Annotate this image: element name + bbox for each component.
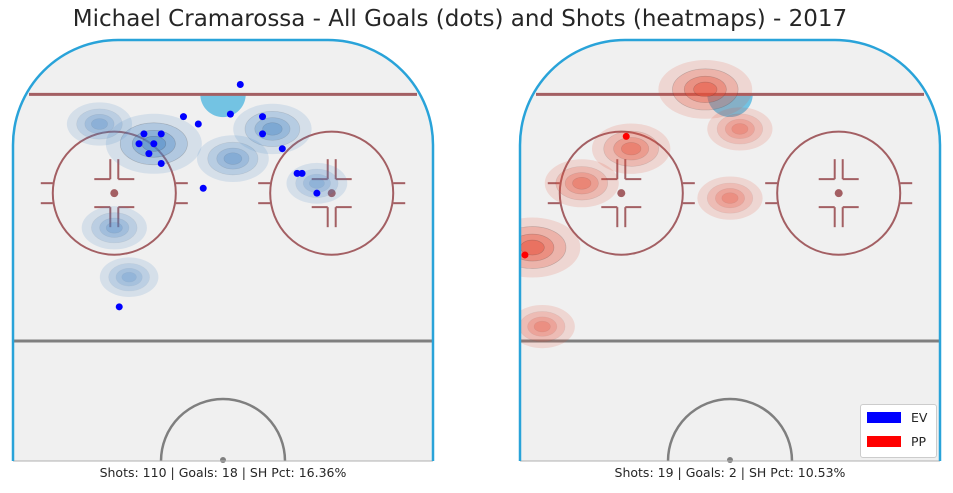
ev-goal-dots <box>115 80 321 311</box>
heatmap-blob <box>697 176 763 220</box>
legend-swatch-ev <box>867 412 901 423</box>
rink-boards <box>11 38 435 461</box>
center-dot <box>727 457 733 463</box>
heatmap-blob <box>520 304 575 349</box>
goal-point <box>236 80 244 88</box>
goal-point <box>278 145 286 153</box>
faceoff-dot <box>110 189 119 198</box>
ev-stats-caption: Shots: 110 | Goals: 18 | SH Pct: 16.36% <box>99 465 347 480</box>
goal-point <box>140 130 148 138</box>
goal-point <box>298 169 306 177</box>
ice-surface <box>520 40 940 461</box>
ev-rink-panel <box>11 38 435 463</box>
heatmap-blob <box>233 103 312 155</box>
goal-point <box>313 189 321 197</box>
heatmap-blob <box>520 217 581 278</box>
ice-surface <box>13 40 433 461</box>
goal-point <box>293 169 301 177</box>
heatmap-blob <box>707 107 773 151</box>
goal-crease <box>200 94 246 118</box>
heatmap-blob <box>658 60 753 119</box>
heatmap-blob <box>66 102 133 146</box>
center-dot <box>220 457 226 463</box>
goal-point <box>150 140 158 148</box>
goal-point <box>145 150 153 158</box>
goal-point <box>259 130 267 138</box>
heatmap-blob <box>81 206 147 250</box>
heatmap-blob <box>544 159 619 208</box>
right-faceoff-circle <box>765 130 913 256</box>
faceoff-dot <box>327 189 336 198</box>
pp-rink-panel <box>518 38 942 463</box>
center-circle <box>666 397 794 462</box>
heatmap-blob <box>286 162 348 204</box>
heatmap-blob <box>99 257 159 297</box>
heatmap-blob <box>591 123 671 174</box>
goal-point <box>157 160 165 168</box>
left-faceoff-circle <box>547 130 695 256</box>
legend-label-ev: EV <box>911 410 928 425</box>
goal-point <box>157 130 165 138</box>
goal-point <box>115 303 123 311</box>
legend-label-pp: PP <box>911 434 927 449</box>
pp-goal-dots <box>521 132 630 259</box>
goal-point <box>259 113 267 121</box>
left-faceoff-circle <box>40 130 188 256</box>
faceoff-dot <box>617 189 626 198</box>
goal-point <box>226 110 234 118</box>
rink-boards <box>518 38 942 461</box>
goal-crease <box>707 94 753 118</box>
legend-swatch-pp <box>867 436 901 447</box>
chart-title: Michael Cramarossa - All Goals (dots) an… <box>72 6 848 32</box>
legend: EV PP <box>860 404 937 458</box>
right-faceoff-circle <box>258 130 406 256</box>
ev-shot-heatmap <box>66 102 348 297</box>
faceoff-dot <box>834 189 843 198</box>
goal-point <box>194 120 202 128</box>
goal-point <box>521 251 529 259</box>
goal-point <box>199 184 207 192</box>
goal-point <box>622 132 630 140</box>
pp-shot-heatmap <box>520 60 773 349</box>
heatmap-blob <box>196 135 269 182</box>
pp-stats-caption: Shots: 19 | Goals: 2 | SH Pct: 10.53% <box>614 465 846 480</box>
goal-point <box>179 113 187 121</box>
center-circle <box>159 397 287 462</box>
goal-point <box>135 140 143 148</box>
